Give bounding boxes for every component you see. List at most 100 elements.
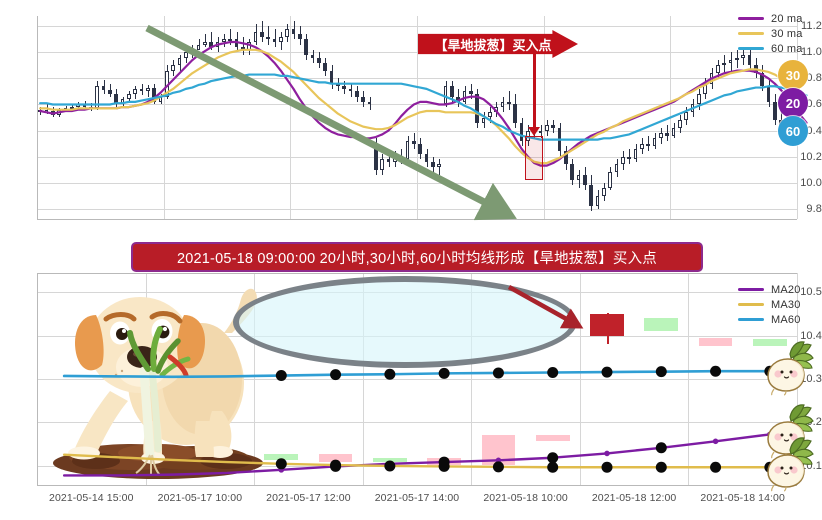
data-point-marker (601, 461, 613, 473)
candle-body (595, 195, 600, 206)
candle-body (507, 101, 511, 105)
legend-color-swatch (738, 303, 764, 306)
x-axis-tick-label: 2021-05-14 15:00 (49, 492, 134, 504)
candle-body (589, 185, 593, 206)
data-point-marker (655, 366, 667, 378)
radish-markers (37, 273, 814, 492)
candle-body (564, 151, 568, 165)
candle-body (519, 122, 524, 141)
candle-body (127, 94, 131, 100)
candle-body (114, 94, 118, 105)
legend-color-swatch (738, 32, 764, 35)
candle-body (747, 55, 752, 66)
data-point-marker (275, 370, 287, 382)
upper-chart-legend: 20 ma 30 ma 60 ma (738, 11, 803, 56)
candle-body (602, 187, 606, 196)
candle-body (773, 101, 777, 121)
legend-row: MA60 (738, 312, 801, 327)
x-axis-tick-label: 2021-05-18 14:00 (700, 492, 785, 504)
ma-badge-30[interactable]: 30 (778, 60, 808, 90)
data-point-marker (438, 456, 450, 468)
data-point-marker (655, 461, 667, 473)
candle-body (644, 318, 679, 331)
axis-line-top (37, 273, 797, 274)
candle-body (44, 109, 49, 111)
candle-body (139, 88, 144, 92)
radish-icon (767, 437, 814, 492)
data-point-marker (712, 438, 719, 445)
candle-body (627, 156, 631, 160)
candle-body (513, 104, 517, 123)
data-point-marker (547, 367, 559, 379)
candle-body (698, 337, 733, 347)
candle-body (741, 55, 745, 58)
gridline-horizontal (37, 422, 797, 424)
candle-body (665, 133, 669, 136)
ma-line-20ma (39, 40, 808, 167)
ma-badge-20[interactable]: 20 (778, 88, 808, 118)
candle-body (722, 62, 726, 66)
candle-body (716, 65, 720, 74)
candle-body (646, 143, 650, 147)
data-point-marker (604, 450, 610, 457)
data-point-marker (492, 461, 504, 473)
legend-label: MA20 (771, 283, 801, 296)
legend-label: MA60 (771, 313, 801, 326)
candle-body (373, 457, 407, 463)
candle-wick (508, 91, 510, 110)
data-point-marker (601, 366, 613, 378)
x-axis-tick-label: 2021-05-17 10:00 (157, 492, 243, 504)
candle-body (500, 101, 505, 108)
radish-ma60 (762, 341, 814, 400)
annotation-stem (532, 44, 536, 128)
legend-color-swatch (738, 17, 764, 20)
annotation-arrowhead-icon (528, 126, 541, 136)
legend-row: 60 ma (738, 41, 803, 56)
data-point-marker (384, 460, 396, 472)
candle-body (652, 138, 657, 147)
data-point-marker (384, 368, 396, 380)
candle-body (678, 120, 682, 128)
lower-plot-area (37, 273, 814, 492)
candle-body (671, 127, 676, 136)
legend-label: 30 ma (771, 27, 803, 40)
buy-point-callout-banner[interactable]: 【旱地拔葱】买入点 (418, 30, 578, 58)
data-point-marker (710, 461, 722, 473)
legend-row: MA20 (738, 282, 801, 297)
y-axis-tick-label: 10.2 (800, 150, 822, 163)
lower-chart-title-banner: 2021-05-18 09:00:00 20小时,30小时,60小时均线形成【旱… (131, 242, 703, 272)
legend-label: MA30 (771, 298, 801, 311)
radish-icon (767, 341, 814, 396)
y-axis-tick-label: 9.8 (806, 202, 822, 215)
data-point-marker (492, 367, 504, 379)
gridline-vertical (688, 273, 689, 485)
x-axis-tick-label: 2021-05-18 12:00 (591, 492, 677, 504)
upper-price-chart-panel: 11.2 11.0 10.8 10.6 10.4 10.2 10.0 9.8 (0, 0, 822, 238)
legend-color-swatch (738, 318, 764, 321)
signal-candle-body (590, 314, 624, 336)
legend-row: 20 ma (738, 11, 803, 26)
candle-body (659, 133, 663, 139)
candle-body (545, 125, 549, 131)
legend-label: 20 ma (771, 12, 803, 25)
legend-color-swatch (738, 47, 764, 50)
y-axis-tick-label: 11.2 (801, 20, 822, 33)
y-axis-tick-label: 10.4 (800, 329, 822, 342)
gridline-vertical (544, 16, 545, 219)
x-axis-tick-label: 2021-05-17 14:00 (374, 492, 460, 504)
radish-ma20 (762, 404, 814, 463)
candle-body (318, 454, 353, 463)
candle-body (264, 454, 299, 461)
gridline-vertical (471, 273, 472, 485)
gridline-vertical (580, 273, 581, 485)
candle-body (760, 73, 764, 87)
y-axis-tick-label: 10.0 (800, 176, 822, 189)
candle-body (583, 174, 587, 186)
candle-body (101, 86, 106, 91)
candle-body (82, 104, 87, 108)
candle-body (608, 172, 612, 188)
candle-body (753, 339, 787, 347)
ma-badge-60[interactable]: 60 (778, 116, 808, 146)
signal-pointer-arrow-icon (507, 285, 584, 329)
